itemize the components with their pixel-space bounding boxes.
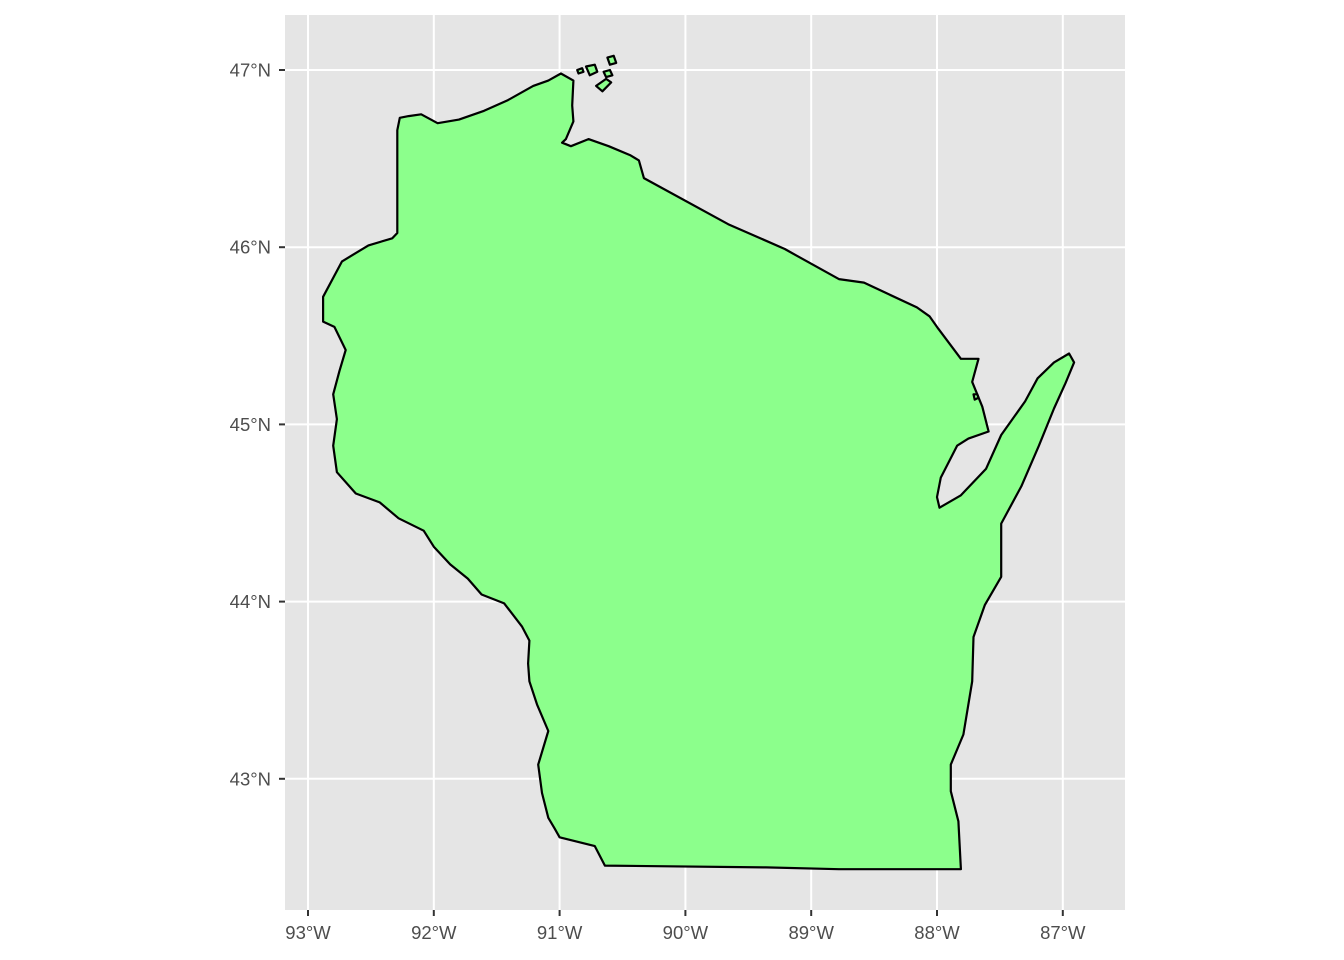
island: [584, 63, 599, 77]
y-tick-label: 47°N: [230, 60, 271, 81]
x-tick-label: 91°W: [537, 922, 583, 943]
island: [595, 77, 613, 93]
wisconsin-mainland: [322, 72, 1076, 871]
island: [606, 54, 618, 66]
axes: 93°W 92°W 91°W 90°W 89°W 88°W 87°W 43°N 44°N 45°N…: [230, 60, 1086, 944]
x-tick-label: 89°W: [788, 922, 834, 943]
y-tick-label: 44°N: [230, 591, 271, 612]
x-tick-label: 90°W: [663, 922, 709, 943]
x-tick-label: 93°W: [285, 922, 331, 943]
island: [972, 393, 980, 401]
x-tick-label: 87°W: [1040, 922, 1086, 943]
y-tick-label: 43°N: [230, 768, 271, 789]
wisconsin-shape: [322, 54, 1076, 871]
x-tick-label: 88°W: [914, 922, 960, 943]
x-tick-label: 92°W: [411, 922, 457, 943]
y-tick-label: 46°N: [230, 237, 271, 258]
island: [602, 68, 614, 79]
y-tick-label: 45°N: [230, 414, 271, 435]
island: [576, 67, 585, 75]
